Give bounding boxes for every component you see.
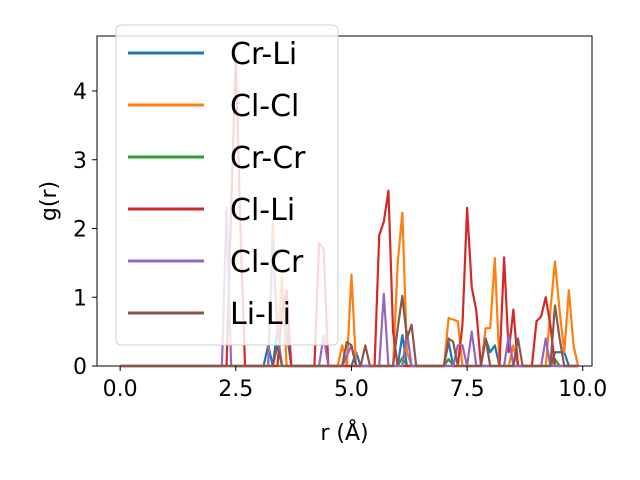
y-axis-title: g(r) (37, 181, 62, 221)
legend: Cr-Li Cl-Cl Cr-Cr Cl-Li Cl-Cr Li-Li (115, 24, 339, 346)
y-tick-label: 4 (73, 80, 87, 105)
x-axis-title: r (Å) (320, 419, 368, 446)
legend-label-li-li: Li-Li (230, 297, 291, 332)
x-tick-label: 2.5 (218, 377, 253, 402)
y-tick-label: 3 (73, 149, 87, 174)
series-line-li-li (120, 294, 579, 368)
x-tick-label: 0.0 (103, 377, 138, 402)
y-tick-label: 1 (73, 286, 87, 311)
legend-box (115, 24, 339, 346)
x-tick-label: 5.0 (334, 377, 369, 402)
legend-label-cl-cr: Cl-Cr (230, 245, 304, 280)
legend-label-cr-cr: Cr-Cr (230, 141, 306, 176)
y-tick-label: 2 (73, 218, 87, 243)
legend-label-cr-li: Cr-Li (230, 37, 297, 72)
y-tick-label: 0 (73, 355, 87, 380)
legend-label-cl-li: Cl-Li (230, 193, 295, 228)
x-tick-label: 7.5 (450, 377, 485, 402)
ticks-layer: 0.0 2.5 5.0 7.5 10.0 0 1 2 3 4 (73, 80, 607, 402)
x-tick-label: 10.0 (558, 377, 607, 402)
legend-label-cl-cl: Cl-Cl (230, 89, 299, 124)
series-line-cr-cr (120, 356, 579, 368)
